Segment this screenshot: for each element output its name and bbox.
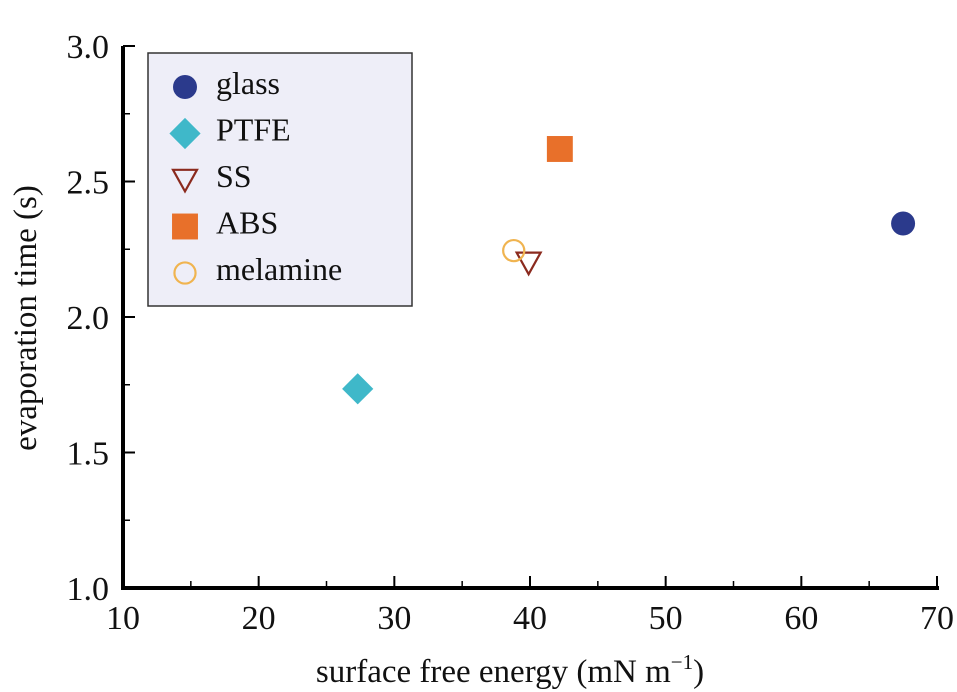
x-tick-label: 40: [513, 600, 547, 637]
x-axis-title-suffix: ): [693, 654, 704, 690]
x-tick-label: 10: [106, 600, 140, 637]
legend-marker-glass: [173, 75, 197, 99]
x-axis-title: surface free energy (mN m−1): [316, 650, 704, 690]
legend-label-ptfe: PTFE: [216, 112, 291, 148]
y-tick-label: 3.0: [67, 29, 110, 66]
legend-label-abs: ABS: [216, 205, 278, 241]
y-tick-label: 1.5: [67, 436, 110, 473]
y-axis-title: evaporation time (s): [8, 185, 44, 451]
x-tick-label: 70: [920, 600, 954, 637]
point-melamine: [502, 238, 526, 263]
x-axis-title-superscript: −1: [671, 650, 693, 674]
point-ptfe: [342, 373, 374, 405]
y-tick-label: 1.0: [67, 571, 110, 608]
x-axis-title-main: surface free energy (mN m: [316, 654, 671, 690]
x-tick-label: 50: [649, 600, 683, 637]
legend-marker-abs: [172, 213, 198, 240]
x-tick-label: 60: [784, 600, 818, 637]
y-tick-label: 2.5: [67, 165, 110, 202]
point-abs: [546, 136, 573, 162]
legend-label-melamine: melamine: [216, 251, 342, 287]
legend-marker-ss: [171, 168, 199, 194]
legend-marker-melamine: [173, 261, 197, 285]
point-glass: [891, 211, 916, 236]
x-tick-label: 20: [242, 600, 276, 637]
legend-label-glass: glass: [216, 65, 280, 101]
tick-labels: 10 20 30 40 50 60 70 1.0 1.5 2.0 2.5 3.0: [67, 29, 955, 637]
legend-label-ss: SS: [216, 158, 252, 194]
legend: glass PTFE SS ABS melamine: [147, 52, 413, 307]
ticks: [123, 45, 938, 588]
point-ss: [514, 251, 543, 277]
data-points: [342, 136, 916, 405]
x-tick-label: 30: [377, 600, 411, 637]
y-tick-label: 2.0: [67, 300, 110, 337]
legend-marker-ptfe: [169, 117, 201, 150]
